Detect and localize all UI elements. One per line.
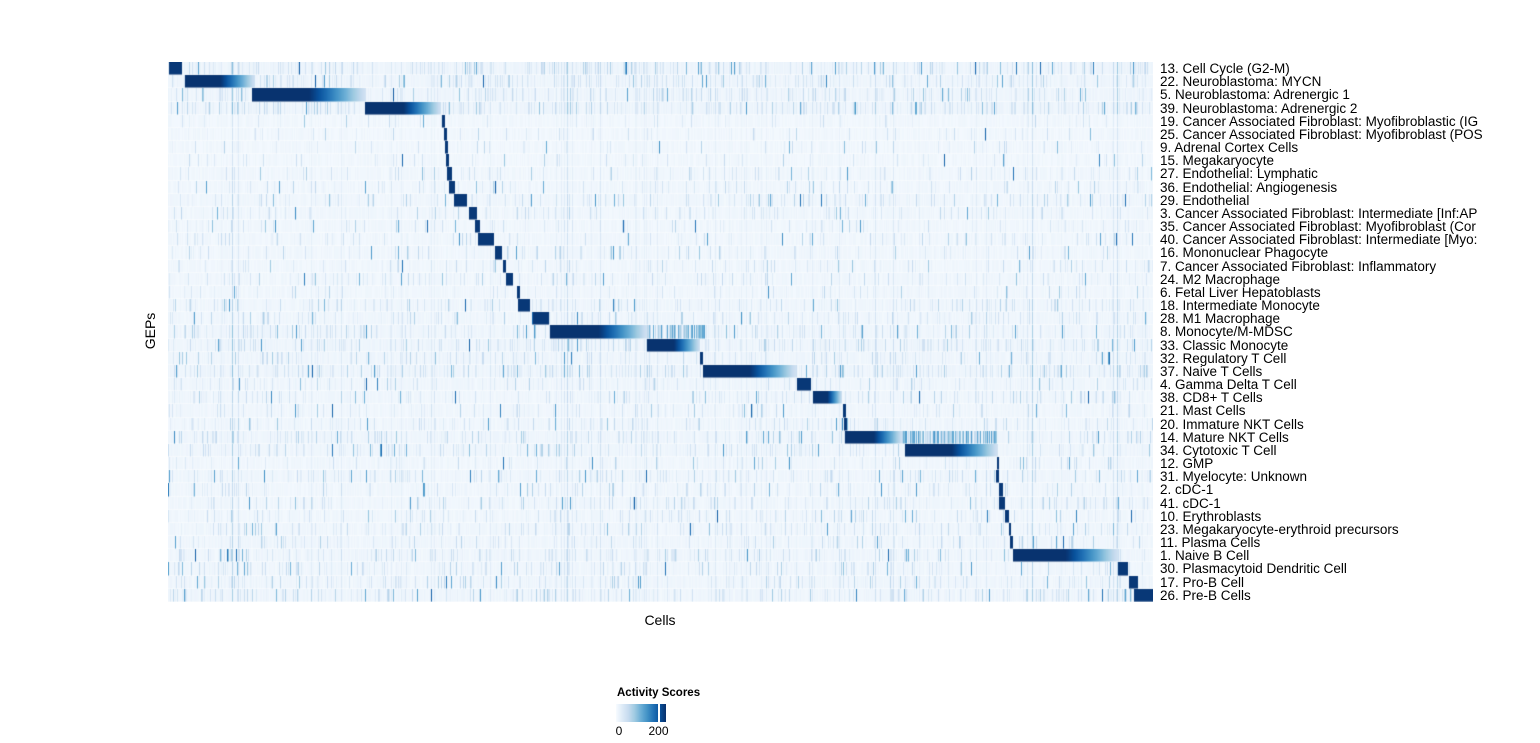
- row-label: 9. Adrenal Cortex Cells: [1160, 140, 1299, 156]
- row-label: 25. Cancer Associated Fibroblast: Myofib…: [1160, 126, 1483, 142]
- row-label: 12. GMP: [1160, 456, 1214, 472]
- row-label: 2. cDC-1: [1160, 482, 1214, 498]
- row-label: 38. CD8+ T Cells: [1160, 390, 1263, 406]
- heatmap-canvas: [168, 62, 1153, 602]
- row-label: 39. Neuroblastoma: Adrenergic 2: [1160, 100, 1358, 116]
- row-label: 16. Mononuclear Phagocyte: [1160, 245, 1329, 261]
- row-label: 18. Intermediate Monocyte: [1160, 298, 1320, 314]
- row-label: 36. Endothelial: Angiogenesis: [1160, 179, 1338, 195]
- row-label: 24. M2 Macrophage: [1160, 271, 1281, 287]
- row-label: 30. Plasmacytoid Dendritic Cell: [1160, 561, 1347, 577]
- row-label: 15. Megakaryocyte: [1160, 153, 1275, 169]
- row-label: 32. Regulatory T Cell: [1160, 350, 1287, 366]
- row-label: 23. Megakaryocyte-erythroid precursors: [1160, 521, 1399, 537]
- row-label: 29. Endothelial: [1160, 192, 1250, 208]
- legend-tick: [657, 704, 660, 722]
- row-label: 26. Pre-B Cells: [1160, 587, 1251, 603]
- row-label: 7. Cancer Associated Fibroblast: Inflamm…: [1160, 258, 1437, 274]
- row-label: 37. Naive T Cells: [1160, 363, 1263, 379]
- row-label: 6. Fetal Liver Hepatoblasts: [1160, 284, 1321, 300]
- legend: Activity Scores 0 200: [616, 687, 746, 741]
- legend-gradient-bar: [616, 704, 666, 722]
- row-label: 11. Plasma Cells: [1160, 535, 1261, 551]
- row-label: 8. Monocyte/M-MDSC: [1160, 324, 1293, 340]
- row-label: 28. M1 Macrophage: [1160, 311, 1281, 327]
- row-label: 21. Mast Cells: [1160, 403, 1246, 419]
- row-label: 33. Classic Monocyte: [1160, 337, 1289, 353]
- row-label: 10. Erythroblasts: [1160, 508, 1262, 524]
- row-labels: 13. Cell Cycle (G2-M) 22. Neuroblastoma: …: [1160, 62, 1540, 602]
- row-label: 31. Myelocyte: Unknown: [1160, 469, 1308, 485]
- row-label: 5. Neuroblastoma: Adrenergic 1: [1160, 87, 1350, 103]
- row-label: 27. Endothelial: Lymphatic: [1160, 166, 1318, 182]
- row-label: 19. Cancer Associated Fibroblast: Myofib…: [1160, 113, 1479, 129]
- legend-title: Activity Scores: [617, 687, 701, 699]
- row-label: 13. Cell Cycle (G2-M): [1160, 61, 1290, 76]
- legend-min-label: 0: [615, 724, 623, 738]
- row-label: 22. Neuroblastoma: MYCN: [1160, 74, 1322, 90]
- x-axis-label: Cells: [644, 612, 676, 628]
- row-label: 1. Naive B Cell: [1160, 548, 1250, 564]
- row-label: 17. Pro-B Cell: [1160, 574, 1245, 590]
- row-label: 14. Mature NKT Cells: [1160, 429, 1289, 445]
- row-label: 40. Cancer Associated Fibroblast: Interm…: [1160, 232, 1478, 248]
- legend-max-label: 200: [648, 724, 669, 738]
- row-label: 34. Cytotoxic T Cell: [1160, 442, 1277, 458]
- row-label: 20. Immature NKT Cells: [1160, 416, 1304, 432]
- row-label: 3. Cancer Associated Fibroblast: Interme…: [1160, 205, 1478, 221]
- row-label: 4. Gamma Delta T Cell: [1160, 377, 1297, 393]
- row-label: 35. Cancer Associated Fibroblast: Myofib…: [1160, 219, 1476, 235]
- row-label: 41. cDC-1: [1160, 495, 1221, 511]
- y-axis-label: GEPs: [142, 312, 158, 350]
